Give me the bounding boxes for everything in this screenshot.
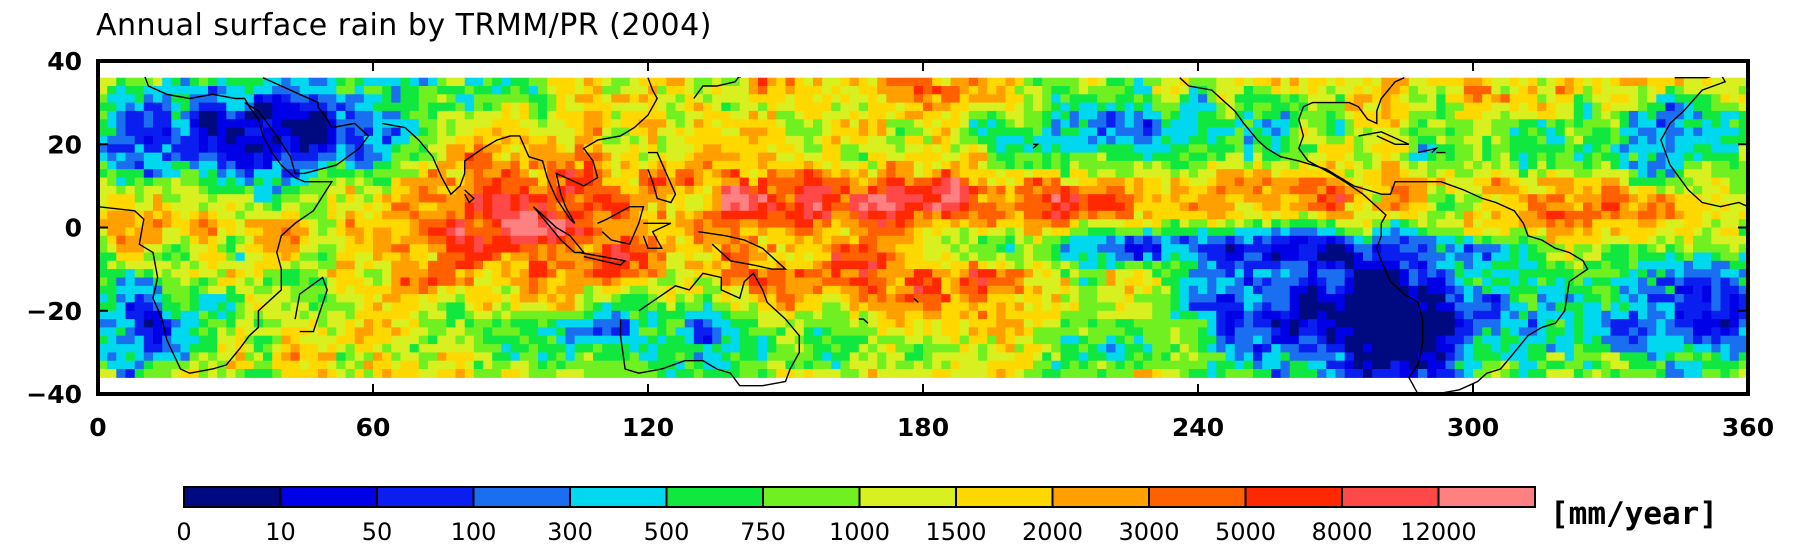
colorbar-label: 2000 [1022,518,1083,546]
colorbar-swatch [376,486,475,508]
colorbar-swatch [955,486,1054,508]
coastline [642,222,672,249]
colorbar-swatch [472,486,571,508]
colorbar-label: 1500 [925,518,986,546]
x-tick-label: 60 [356,413,391,442]
coastline [98,77,334,374]
colorbar-label: 0 [176,518,191,546]
colorbar-label: 10 [265,518,296,546]
colorbar-label: 5000 [1215,518,1276,546]
coastline [1417,147,1439,154]
y-axis: 40 20 0 −20 −40 [26,47,1748,409]
colorbar-swatch [858,486,957,508]
colorbar-swatch [183,486,282,508]
colorbar-swatch [665,486,764,508]
colorbar-label: 50 [362,518,393,546]
coastline [382,77,658,224]
coastline [464,189,475,204]
x-tick-label: 300 [1447,413,1499,442]
colorbar-label: 8000 [1311,518,1372,546]
coastline [597,206,645,246]
coastline [693,77,741,99]
x-tick-label: 0 [89,413,106,442]
coastline [619,272,800,387]
colorbar-label: 12000 [1400,518,1476,546]
y-tick-label: 40 [47,47,82,76]
x-axis: 0 60 120 180 240 300 360 [89,61,1774,442]
coastline [698,231,788,270]
x-tick-label: 180 [897,413,949,442]
coastline [858,318,869,324]
colorbar-swatch [1244,486,1343,508]
coastline [579,251,627,266]
x-tick-label: 360 [1722,413,1774,442]
y-tick-label: −40 [26,380,82,409]
coastline [1660,77,1748,208]
coastline [913,297,919,303]
colorbar-label: 300 [547,518,593,546]
colorbar-swatch [279,486,378,508]
colorbar-unit-label: [mm/year] [1550,496,1718,532]
colorbar-label: 1000 [829,518,890,546]
coastline [647,151,677,204]
colorbar-swatch [1341,486,1440,508]
x-tick-label: 240 [1172,413,1224,442]
colorbar-label: 750 [740,518,786,546]
colorbar-label: 3000 [1118,518,1179,546]
coastline [1032,143,1040,149]
coastlines [98,77,1748,392]
coastline [1358,131,1410,145]
colorbar-swatch [1148,486,1247,508]
coastline [294,276,328,333]
rainfall-field [98,77,1748,378]
colorbar-label: 500 [644,518,690,546]
colorbar-swatch [569,486,668,508]
colorbar-label: 100 [451,518,497,546]
y-tick-label: −20 [26,297,82,326]
colorbar: 0 10 50 100 300 500 750 1000 1500 2000 3000 5000 800… [176,486,1718,546]
colorbar-swatch [1437,486,1536,508]
map-title: Annual surface rain by TRMM/PR (2004) [96,8,712,43]
coastline [244,77,370,175]
coastline [532,206,586,254]
x-tick-label: 120 [622,413,674,442]
colorbar-swatch [1051,486,1150,508]
coastline [1179,77,1589,392]
y-tick-label: 0 [65,214,82,243]
y-tick-label: 20 [47,130,82,159]
colorbar-swatch [762,486,861,508]
